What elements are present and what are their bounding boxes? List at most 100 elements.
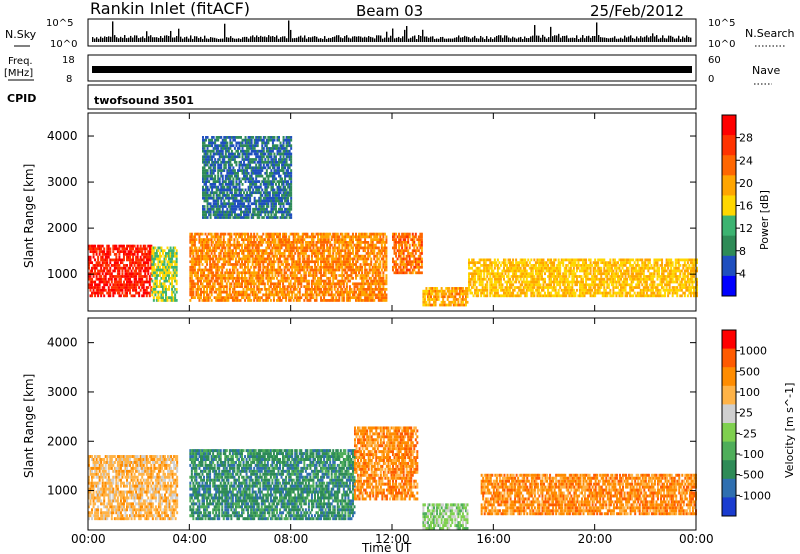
heatmap-cell xyxy=(365,268,368,272)
heatmap-cell xyxy=(382,285,385,288)
heatmap-cell xyxy=(348,265,351,269)
heatmap-cell xyxy=(399,243,402,247)
heatmap-cell xyxy=(118,252,121,256)
heatmap-cell xyxy=(380,257,383,261)
heatmap-cell xyxy=(132,252,135,256)
heatmap-cell xyxy=(533,283,536,287)
heatmap-cell xyxy=(553,272,556,276)
heatmap-cell xyxy=(358,299,361,302)
heatmap-cell xyxy=(279,271,282,275)
heatmap-cell xyxy=(172,254,175,258)
heatmap-cell xyxy=(542,277,545,281)
heatmap-cell xyxy=(600,275,603,278)
heatmap-cell xyxy=(527,275,530,278)
heatmap-cell xyxy=(401,257,404,261)
nsky-bar xyxy=(370,36,372,42)
heatmap-cell xyxy=(259,268,262,272)
heatmap-cell xyxy=(210,241,213,244)
nsky-bar xyxy=(458,35,460,42)
heatmap-cell xyxy=(116,269,119,273)
heatmap-cell xyxy=(431,292,434,296)
heatmap-cell xyxy=(198,265,201,269)
heatmap-cell xyxy=(368,299,371,302)
heatmap-cell xyxy=(475,269,478,273)
heatmap-cell xyxy=(448,289,451,293)
heatmap-cell xyxy=(110,280,113,284)
heatmap-cell xyxy=(323,271,326,275)
heatmap-cell xyxy=(359,238,362,242)
nsky-bar xyxy=(112,21,114,42)
heatmap-cell xyxy=(241,263,244,266)
heatmap-cell xyxy=(379,296,382,300)
heatmap-cell xyxy=(501,286,504,289)
heatmap-cell xyxy=(385,279,388,283)
heatmap-cell xyxy=(445,303,448,307)
heatmap-cell xyxy=(253,268,256,272)
heatmap-cell xyxy=(121,258,124,262)
heatmap-cell xyxy=(355,254,358,258)
heatmap-cell xyxy=(347,296,350,300)
heatmap-cell xyxy=(402,265,405,269)
heatmap-cell xyxy=(175,254,178,258)
heatmap-cell xyxy=(583,291,586,295)
heatmap-cell xyxy=(448,287,451,290)
heatmap-cell xyxy=(101,252,104,256)
heatmap-cell xyxy=(157,249,160,253)
heatmap-cell xyxy=(124,275,127,278)
freq-tick-top: 18 xyxy=(62,55,75,66)
heatmap-cell xyxy=(320,260,323,264)
freq-panel: Freq. [MHz] 18 8 60 0 Nave xyxy=(4,54,780,85)
heatmap-cell xyxy=(486,286,489,289)
heatmap-cell xyxy=(365,260,368,264)
heatmap-cell xyxy=(359,282,362,286)
heatmap-cell xyxy=(472,261,475,265)
heatmap-cell xyxy=(330,299,333,302)
heatmap-cell xyxy=(309,274,312,277)
heatmap-cell xyxy=(519,288,522,292)
heatmap-cell xyxy=(317,249,320,253)
nsky-bar xyxy=(242,37,244,42)
heatmap-cell xyxy=(557,280,560,284)
heatmap-cell xyxy=(209,238,212,242)
heatmap-cell xyxy=(490,264,493,267)
heatmap-cell xyxy=(342,257,345,261)
heatmap-cell xyxy=(263,249,266,253)
heatmap-cell xyxy=(130,280,133,284)
heatmap-cell xyxy=(341,290,344,294)
heatmap-cell xyxy=(303,276,306,280)
heatmap-cell xyxy=(477,277,480,281)
heatmap-cell xyxy=(196,293,199,297)
heatmap-cell xyxy=(580,264,583,267)
heatmap-cell xyxy=(254,235,257,239)
heatmap-cell xyxy=(135,255,138,259)
heatmap-cell xyxy=(356,268,359,272)
heatmap-cell xyxy=(203,241,206,244)
heatmap-cell xyxy=(213,282,216,286)
heatmap-cell xyxy=(282,290,285,294)
heatmap-cell xyxy=(98,247,101,251)
heatmap-cell xyxy=(263,293,266,297)
heatmap-cell xyxy=(377,293,380,297)
heatmap-cell xyxy=(586,264,589,267)
heatmap-cell xyxy=(329,249,332,253)
heatmap-cell xyxy=(172,268,175,272)
heatmap-cell xyxy=(486,275,489,278)
heatmap-cell xyxy=(362,276,365,280)
heatmap-cell xyxy=(518,288,521,292)
heatmap-cell xyxy=(297,276,300,280)
heatmap-cell xyxy=(294,238,297,242)
heatmap-cell xyxy=(483,294,486,298)
heatmap-cell xyxy=(506,283,508,287)
heatmap-cell xyxy=(116,266,119,270)
heatmap-cell xyxy=(253,241,256,244)
heatmap-cell xyxy=(592,283,595,287)
heatmap-cell xyxy=(251,274,254,277)
nsky-bar xyxy=(188,38,190,42)
heatmap-cell xyxy=(262,263,265,266)
heatmap-cell xyxy=(528,288,531,292)
heatmap-cell xyxy=(398,249,401,253)
heatmap-cell xyxy=(236,252,239,255)
heatmap-cell xyxy=(228,254,231,258)
heatmap-cell xyxy=(359,232,362,236)
heatmap-cell xyxy=(392,257,394,261)
